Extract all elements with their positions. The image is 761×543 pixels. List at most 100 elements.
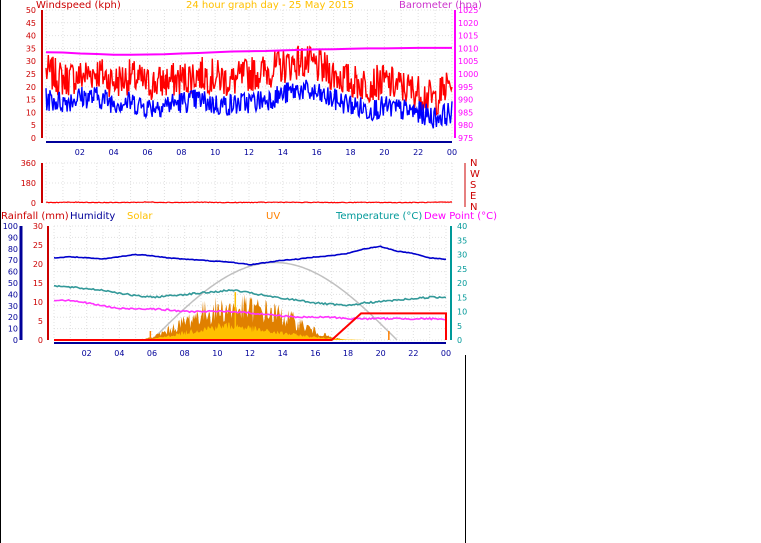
temperature-y-tick-label: 0 [457, 336, 462, 345]
humidity-y-tick-label: 40 [8, 290, 18, 299]
humidity-y-tick-label: 50 [8, 279, 18, 288]
wind-x-tick-label: 10 [210, 148, 220, 157]
uv-title: UV [266, 211, 280, 222]
bottom-x-tick-label: 22 [408, 349, 418, 358]
humidity-y-tick-label: 30 [8, 302, 18, 311]
direction-y-tick-label: 360 [21, 159, 36, 168]
direction-compass-label: S [470, 180, 476, 191]
wind-y-tick-label: 30 [26, 57, 36, 66]
humidity-y-tick-label: 10 [8, 325, 18, 334]
wind-y-tick-label: 50 [26, 6, 36, 15]
rainfall-y-tick-label: 30 [33, 222, 43, 231]
direction-y-tick-label: 0 [31, 199, 36, 208]
barometer-y-tick-label: 1000 [458, 70, 478, 79]
barometer-y-tick-label: 995 [458, 83, 473, 92]
direction-y-tick-label: 180 [21, 179, 36, 188]
wind-panel: 0510152025303540455097598098599099510001… [26, 6, 479, 157]
humidity-y-tick-label: 60 [8, 268, 18, 277]
temperature-y-tick-label: 15 [457, 293, 467, 302]
wind-x-tick-label: 08 [176, 148, 186, 157]
wind-x-tick-label: 06 [142, 148, 152, 157]
humidity-y-tick-label: 20 [8, 313, 18, 322]
bottom-x-tick-label: 08 [180, 349, 190, 358]
solar-area [54, 322, 446, 340]
direction-compass-label: N [470, 202, 477, 213]
solar-peak-area [54, 294, 446, 340]
wind-x-tick-label: 04 [109, 148, 119, 157]
humidity-title: Humidity [70, 211, 115, 222]
wind-y-tick-label: 5 [31, 121, 36, 130]
temperature-y-tick-label: 5 [457, 322, 462, 331]
barometer-y-tick-label: 1025 [458, 6, 478, 15]
wind-y-tick-label: 15 [26, 96, 36, 105]
wind-y-tick-label: 45 [26, 19, 36, 28]
temperature-y-tick-label: 10 [457, 308, 467, 317]
rainfall-line [54, 312, 447, 341]
theoretical-solar-curve [151, 261, 398, 341]
wind-average-line [45, 79, 453, 129]
rainfall-y-tick-label: 10 [33, 298, 43, 307]
barometer-y-tick-label: 1010 [458, 44, 478, 53]
direction-compass-label: W [470, 169, 480, 180]
humidity-y-tick-label: 0 [13, 336, 18, 345]
humidity-y-tick-label: 90 [8, 233, 18, 242]
direction-line [46, 201, 453, 204]
barometer-line [45, 46, 452, 56]
temperature-title: Temperature (°C) [335, 211, 422, 222]
rainfall-y-tick-label: 5 [38, 317, 43, 326]
wind-x-tick-label: 16 [312, 148, 322, 157]
dewpoint-title: Dew Point (°C) [424, 211, 497, 222]
rainfall-y-tick-label: 25 [33, 241, 43, 250]
rainfall-y-tick-label: 20 [33, 260, 43, 269]
rainfall-title: Rainfall (mm) [1, 211, 69, 222]
wind-y-tick-label: 20 [26, 83, 36, 92]
rainfall-y-tick-label: 15 [33, 279, 43, 288]
barometer-y-tick-label: 980 [458, 121, 473, 130]
temperature-y-tick-label: 30 [457, 251, 467, 260]
barometer-y-tick-label: 985 [458, 108, 473, 117]
bottom-x-tick-label: 20 [376, 349, 386, 358]
dewpoint-line [53, 299, 447, 321]
bottom-x-tick-label: 04 [114, 349, 124, 358]
temperature-y-tick-label: 40 [457, 222, 467, 231]
bottom-x-tick-label: 02 [82, 349, 92, 358]
barometer-y-tick-label: 975 [458, 134, 473, 143]
bottom-x-tick-label: 18 [343, 349, 353, 358]
bottom-x-tick-label: 12 [245, 349, 255, 358]
barometer-y-tick-label: 990 [458, 96, 473, 105]
wind-gust-line [45, 45, 453, 116]
wind-title: Windspeed (kph) [36, 0, 121, 11]
barometer-y-tick-label: 1015 [458, 32, 478, 41]
rainfall-y-tick-label: 0 [38, 336, 43, 345]
wind-x-tick-label: 20 [379, 148, 389, 157]
barometer-title: Barometer (hpa) [399, 0, 482, 11]
humidity-line [53, 245, 446, 266]
barometer-y-tick-label: 1020 [458, 19, 478, 28]
wind-x-tick-label: 18 [345, 148, 355, 157]
direction-compass-label: N [470, 158, 477, 169]
wind-y-tick-label: 35 [26, 44, 36, 53]
barometer-y-tick-label: 1005 [458, 57, 478, 66]
temperature-y-tick-label: 25 [457, 265, 467, 274]
wind-y-tick-label: 40 [26, 32, 36, 41]
bottom-panel: 0 10 20 30 40 50 60 70 80 90 100 0 5 10 15 20 25 30 0 5 10 15… [3, 222, 467, 358]
date-title: 24 hour graph day - 25 May 2015 [186, 0, 354, 11]
wind-x-tick-label: 14 [278, 148, 288, 157]
wind-y-tick-label: 0 [31, 134, 36, 143]
wind-y-tick-label: 25 [26, 70, 36, 79]
bottom-x-tick-label: 16 [310, 349, 320, 358]
wind-y-tick-label: 10 [26, 108, 36, 117]
bottom-x-tick-label: 10 [212, 349, 222, 358]
bottom-x-tick-label: 14 [278, 349, 288, 358]
direction-compass-label: E [470, 191, 476, 202]
solar-title: Solar [127, 211, 153, 222]
humidity-y-tick-label: 100 [3, 222, 18, 231]
wind-x-tick-label: 22 [413, 148, 423, 157]
wind-x-tick-label: 02 [75, 148, 85, 157]
bottom-x-tick-label: 06 [147, 349, 157, 358]
humidity-y-tick-label: 70 [8, 256, 18, 265]
humidity-y-tick-label: 80 [8, 245, 18, 254]
temperature-y-tick-label: 35 [457, 236, 467, 245]
